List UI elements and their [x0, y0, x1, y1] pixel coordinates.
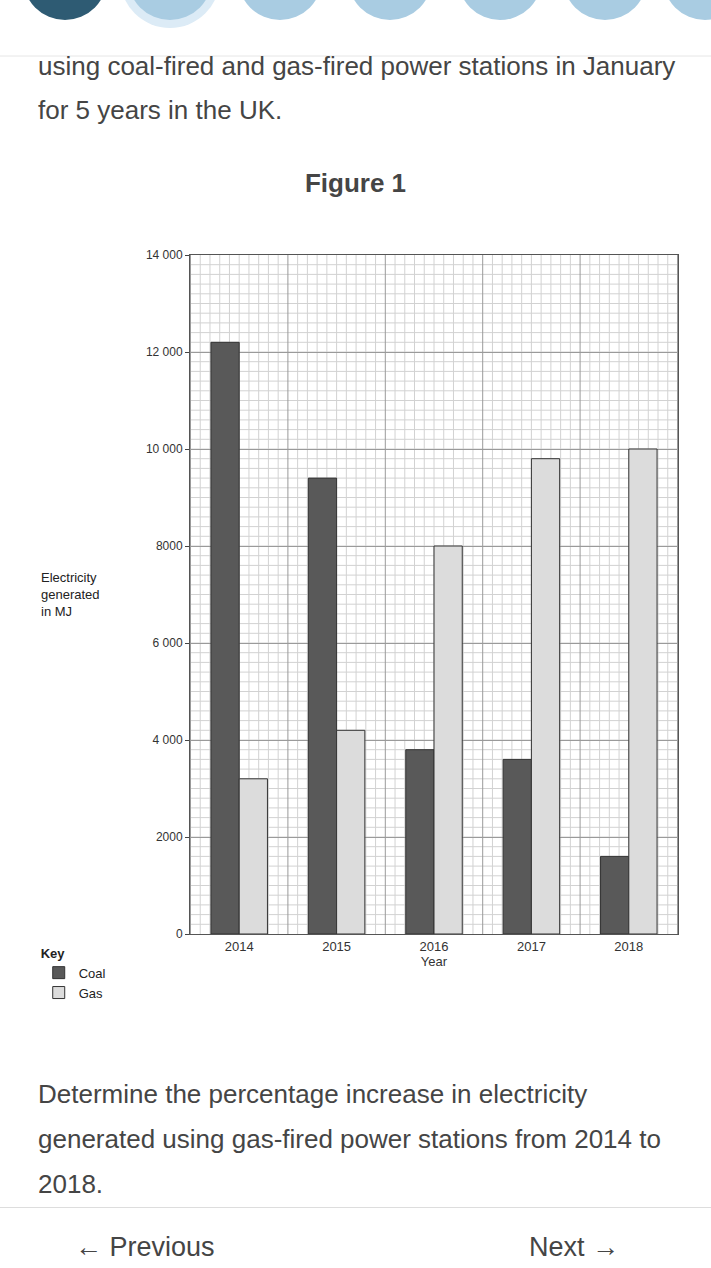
svg-text:2016: 2016: [420, 939, 449, 954]
svg-text:Coal: Coal: [79, 966, 106, 981]
svg-text:2000: 2000: [156, 830, 183, 844]
html-text:Figure 1: Figure 1: [304, 168, 407, 198]
html-text:← Previous: ← Previous: [75, 1232, 215, 1262]
svg-text:Key: Key: [41, 946, 66, 961]
svg-text:12 000: 12 000: [146, 345, 183, 359]
svg-text:10 000: 10 000: [146, 442, 183, 456]
svg-text:4 000: 4 000: [153, 733, 183, 747]
svg-text:2015: 2015: [322, 939, 351, 954]
svg-text:Gas: Gas: [79, 986, 103, 1001]
html-text:Next →: Next →: [529, 1232, 619, 1262]
svg-text:2014: 2014: [225, 939, 254, 954]
svg-text:Year: Year: [421, 954, 448, 969]
svg-text:Electricitygeneratedin MJ: Electricitygeneratedin MJ: [41, 570, 100, 619]
svg-text:0: 0: [176, 927, 183, 941]
html-text:Determine the percentage incre: Determine the percentage increase in ele…: [38, 1079, 661, 1199]
svg-text:6 000: 6 000: [153, 636, 183, 650]
svg-text:2017: 2017: [517, 939, 546, 954]
html-text:using coal-fired and gas-fired: using coal-fired and gas-fired power sta…: [38, 51, 676, 125]
svg-text:2018: 2018: [614, 939, 643, 954]
svg-text:14 000: 14 000: [146, 248, 183, 262]
svg-text:8000: 8000: [156, 539, 183, 553]
